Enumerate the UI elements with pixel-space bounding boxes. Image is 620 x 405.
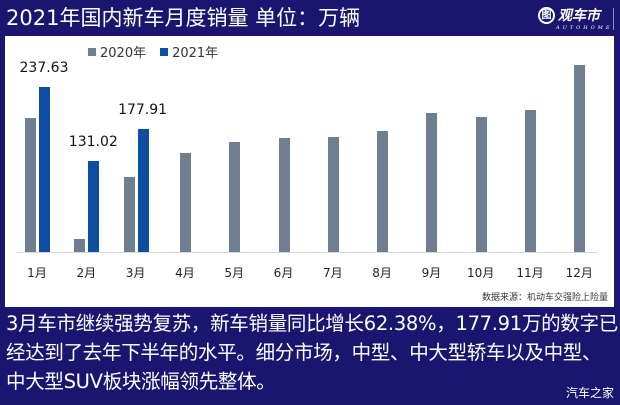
bar-2020年-5月	[229, 141, 241, 252]
logo-mark-icon: 图	[538, 7, 555, 24]
logo-name: 观车市	[558, 8, 600, 24]
bar-2020年-9月	[426, 113, 438, 252]
caption-text: 3月车市继续强势复苏，新车销量同比增长62.38%，177.91万的数字已经达到…	[6, 312, 618, 393]
bar-2020年-3月	[123, 177, 135, 252]
chart-legend: 2020年 2021年	[88, 42, 232, 61]
x-tick-label: 2月	[76, 266, 97, 280]
x-tick-label: 1月	[27, 266, 47, 280]
watermark: 汽车之家	[565, 386, 614, 400]
x-tick-label: 5月	[224, 266, 245, 280]
logo-divider	[613, 8, 614, 30]
data-label: 177.91	[118, 101, 168, 118]
chart-panel: 2020年 2021年 数据来源：机动车交强险上险量 237.63 1月 131.0…	[5, 36, 614, 307]
bar-2021年-1月	[39, 87, 50, 252]
bar-2020年-12月	[574, 65, 586, 252]
legend-item-2020: 2020年	[88, 42, 146, 61]
bar-2020年-4月	[179, 152, 191, 252]
legend-swatch-2020-icon	[88, 47, 96, 56]
data-source-note: 数据来源：机动车交强险上险量	[481, 293, 608, 303]
x-tick-label: 7月	[322, 266, 343, 280]
brand-logo: 图 观车市 AUTOHOME	[538, 5, 614, 33]
bar-2020年-8月	[377, 131, 389, 252]
x-tick-label: 6月	[273, 266, 294, 280]
x-tick-label: 11月	[516, 266, 544, 280]
logo-subtitle: AUTOHOME	[556, 25, 613, 31]
bar-2020年-6月	[278, 138, 290, 252]
bar-2020年-2月	[74, 238, 86, 252]
data-label: 237.63	[19, 60, 69, 77]
bar-2020年-7月	[327, 136, 339, 252]
x-tick-label: 4月	[175, 266, 195, 280]
data-label: 131.02	[68, 134, 118, 151]
x-tick-label: 8月	[372, 266, 392, 280]
x-axis-line	[17, 252, 597, 253]
legend-label: 2020年	[100, 46, 147, 61]
bar-2020年-10月	[475, 116, 487, 252]
x-tick-label: 3月	[125, 266, 146, 280]
legend-item-2021: 2021年	[160, 42, 218, 61]
x-tick-label: 10月	[467, 266, 495, 280]
bar-2021年-2月	[88, 161, 100, 252]
x-tick-label: 9月	[421, 266, 442, 280]
x-tick-label: 12月	[565, 266, 593, 280]
legend-swatch-2021-icon	[160, 47, 169, 56]
legend-label: 2021年	[172, 46, 219, 61]
bar-2021年-3月	[137, 128, 149, 252]
bar-2020年-1月	[25, 118, 36, 252]
chart-title: 2021年国内新车月度销量 单位：万辆	[6, 6, 361, 30]
bar-2020年-11月	[525, 110, 536, 252]
